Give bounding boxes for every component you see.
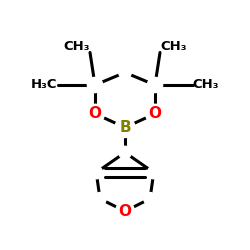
Text: CH₃: CH₃ xyxy=(64,40,90,52)
Circle shape xyxy=(149,79,161,91)
Text: CH₃: CH₃ xyxy=(192,78,219,92)
Circle shape xyxy=(148,166,160,179)
Text: O: O xyxy=(148,106,162,121)
Circle shape xyxy=(94,192,106,205)
Circle shape xyxy=(89,79,101,91)
Text: O: O xyxy=(118,204,132,219)
Circle shape xyxy=(148,78,162,92)
Circle shape xyxy=(88,78,102,92)
Circle shape xyxy=(88,78,102,92)
Circle shape xyxy=(116,202,134,221)
Text: O: O xyxy=(88,106,102,121)
Text: H₃C: H₃C xyxy=(31,78,58,92)
Circle shape xyxy=(86,104,104,123)
Circle shape xyxy=(144,192,156,205)
Circle shape xyxy=(119,66,131,79)
Text: B: B xyxy=(119,120,131,135)
Circle shape xyxy=(119,146,131,159)
Circle shape xyxy=(148,78,162,92)
Circle shape xyxy=(115,118,135,138)
Circle shape xyxy=(146,104,165,123)
Circle shape xyxy=(90,166,102,179)
Text: CH₃: CH₃ xyxy=(160,40,186,52)
